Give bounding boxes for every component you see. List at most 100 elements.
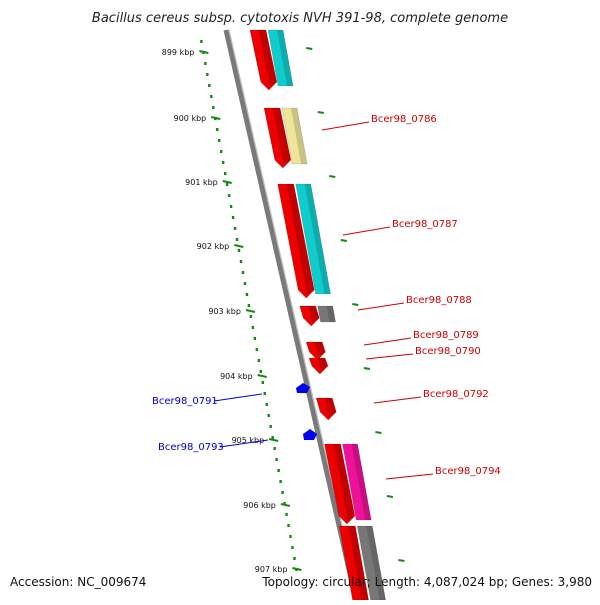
track-dash [375,431,382,434]
bcer98-0786-arrow [263,107,292,169]
tick-label-906-kbp: 906 kbp [243,501,276,510]
track-dash [398,559,405,562]
gene-labels: Bcer98_0786 Bcer98_0787 Bcer98_0788 Bcer98_… [152,114,501,480]
tick-mark [268,438,279,442]
tick-dot [277,469,280,472]
bcer98-0787-arrow [277,183,315,299]
tick-dot [237,249,241,252]
tick-dot [210,95,213,98]
bcer98-0792-leader [373,396,422,404]
tick-dot [225,183,229,186]
tick-label-905-kbp: 905 kbp [232,436,265,445]
track-dash [329,175,336,178]
tick-dot [200,40,203,43]
tick-dot [212,106,215,109]
tick-dot [289,535,292,538]
gene-0-arrow [249,29,278,91]
bcer98-0794-arrow [324,443,356,525]
tick-dot [218,139,221,142]
tick-dot [281,491,284,494]
track-dash [317,111,324,114]
tick-dot [227,194,231,197]
bcer98-0787-cog-box-shade [304,184,331,294]
tick-dot [247,304,251,307]
bcer98-0787-cog-box [295,183,331,295]
tick-dot [241,271,245,274]
tick-dot [204,62,207,65]
tick-dot [251,326,255,329]
tick-mark [234,244,244,248]
bcer98-0791-label: Bcer98_0791 [152,396,218,407]
bcer98-0793-arrow [303,429,317,440]
tick-label-899-kbp: 899 kbp [162,48,195,57]
track-dash [386,495,394,498]
tick-dot [229,205,233,208]
tick-dot [261,381,264,384]
tick-dot [245,293,249,296]
bcer98-0787-arrow-shade [286,184,315,294]
bcer98-0793-label: Bcer98_0793 [158,442,224,453]
gene-8-arrow-shade [348,526,369,600]
tick-dot [208,84,211,87]
tick-dot [255,348,259,351]
bcer98-0794-cog-box [342,443,372,521]
bcer98-0790-leader [365,353,414,360]
bcer98-0788-label: Bcer98_0788 [406,295,472,306]
tick-dot [263,392,266,395]
tick-dot [249,315,253,318]
tick-mark [211,116,221,120]
bcer98-0794-leader [385,473,434,480]
tick-label-907-kbp: 907 kbp [255,565,288,574]
tick-mark [257,374,267,378]
tick-dot [279,480,282,483]
tick-dot [287,524,290,527]
track-dash [352,303,359,306]
tick-dot [223,172,227,175]
gene-0-arrow-shade [258,30,277,86]
gene-track [249,29,386,601]
bcer98-0789-label: Bcer98_0789 [413,330,479,341]
tick-label-903-kbp: 903 kbp [208,307,241,316]
bcer98-0786-cog-box [281,107,308,165]
bcer98-0786-arrow-shade [272,108,291,164]
tick-label-902-kbp: 902 kbp [197,242,230,251]
accession-text: Accession: NC_009674 [10,575,146,589]
tick-label-904-kbp: 904 kbp [220,372,253,381]
bcer98-0786-label: Bcer98_0786 [371,114,437,125]
tick-dot [259,370,262,373]
bcer98-0790-label: Bcer98_0790 [415,346,481,357]
bcer98-0789-arrow-shade [314,342,326,356]
tick-dot [216,128,219,131]
tick-dot [267,414,270,417]
tick-dot [220,150,223,153]
tick-dot [283,502,286,505]
tick-label-900-kbp: 900 kbp [174,114,207,123]
bcer98-0790-arrow-shade [317,358,328,370]
bcer98-0787-leader [342,226,391,236]
tick-mark [245,309,256,313]
gene-0-cog-box-shade [277,30,294,86]
bcer98-0792-arrow [315,397,337,421]
tick-dot [231,216,235,219]
bcer98-0794-cog-box-shade [351,444,372,520]
tick-mark [222,180,232,184]
gene-8-cog-box-shade [366,526,386,600]
bcer98-0789-leader [363,337,412,346]
tick-dot [293,557,296,560]
tick-dot [273,447,276,450]
tick-dot [275,458,278,461]
map-title: Bacillus cereus subsp. cytotoxis NVH 391… [92,11,508,26]
tick-mark [199,50,209,54]
bcer98-0788-arrow [299,305,320,327]
tick-dot [235,238,239,241]
genome-summary-text: Topology: circular; Length: 4,087,024 bp… [261,575,592,589]
bcer98-0787-label: Bcer98_0787 [392,219,458,230]
tick-dot [291,546,294,549]
bcer98-0791-leader [213,393,263,402]
bcer98-0792-arrow-shade [325,398,337,416]
tick-mark [280,503,291,507]
bcer98-0793-leader [219,439,269,448]
backbone-line [223,29,359,601]
tick-mark [292,567,302,571]
